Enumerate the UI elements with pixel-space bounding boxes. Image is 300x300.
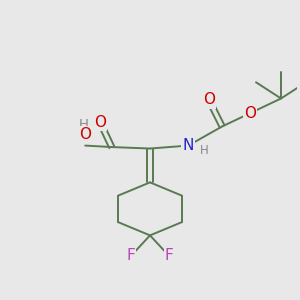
Text: O: O xyxy=(203,92,215,107)
Text: O: O xyxy=(244,106,256,121)
Text: O: O xyxy=(94,115,106,130)
Text: O: O xyxy=(79,127,91,142)
Text: N: N xyxy=(183,138,194,153)
Text: F: F xyxy=(165,248,173,263)
Text: F: F xyxy=(127,248,135,263)
Text: H: H xyxy=(200,143,209,157)
Text: H: H xyxy=(79,118,89,131)
